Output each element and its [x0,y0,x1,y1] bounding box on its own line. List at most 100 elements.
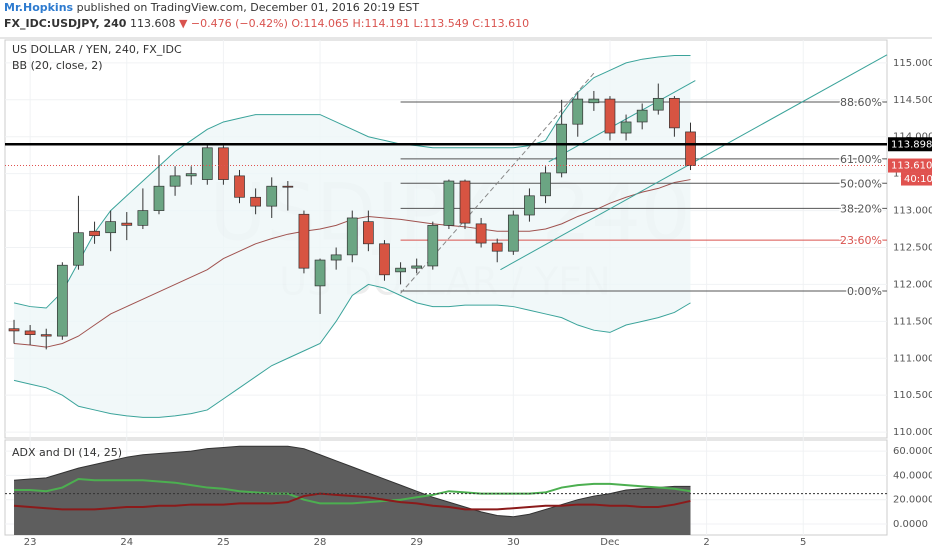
candle-body [379,243,390,276]
trendline [548,80,696,163]
candle-body [314,259,326,287]
candle-body [669,97,680,129]
candle-body [411,265,423,269]
candle-body [153,185,165,211]
candle-body [491,242,503,252]
candle-body [282,185,294,188]
y-tick-label: 114.000 [893,132,932,143]
candle-body [24,330,36,335]
candle-body [540,172,551,197]
y-tick-label: 60.0000 [893,446,932,457]
y-tick-label: 111.500 [893,316,932,327]
x-tick-label: 30 [507,537,520,548]
price-tag-label: 113.610 [891,161,932,172]
header: Mr.Hopkins published on TradingView.com,… [4,0,529,32]
candle-body [443,180,455,226]
fib-label: 88.60% [840,96,882,109]
symbol: FX_IDC:USDJPY, 240 [4,17,127,30]
x-tick-label: 24 [120,537,133,548]
candle-body [330,254,342,261]
candle-body [475,223,487,244]
candle-body [524,195,535,216]
y-tick-label: 111.000 [893,353,932,364]
published: published on TradingView.com, December 0… [76,1,420,14]
candle-body [636,109,648,123]
bb-lower [13,283,691,418]
candle-body [620,121,632,134]
indicator-title: BB (20, close, 2) [12,59,103,72]
x-tick-label: 29 [410,537,423,548]
y-tick-label: 0.0000 [893,519,928,530]
candle-body [363,221,374,245]
candle-body [8,328,20,332]
candle-body [556,123,567,174]
indicator-line [13,445,691,518]
fib-label: 0.00% [847,285,882,298]
candle-body [185,173,197,177]
change: ▼ −0.476 (−0.42%) [178,17,288,30]
x-tick-label: 25 [217,537,230,548]
x-tick-label: 23 [24,537,37,548]
candle-body [427,224,439,267]
price-tag [888,158,932,173]
candle-body [105,221,117,234]
main-frame [4,39,888,439]
ohlc: O:114.065 H:114.191 L:113.549 C:113.610 [291,17,530,30]
y-tick-label: 112.000 [893,279,932,290]
x-tick-label: 28 [314,537,327,548]
indicator-line [13,492,691,511]
fib-label: 61.00% [840,153,882,166]
x-tick-label: 5 [800,537,806,548]
candle-body [588,98,600,104]
x-tick-label: 2 [703,537,709,548]
candle-body [234,175,245,198]
candle-body [298,213,310,269]
fib-label: 23.60% [840,234,882,247]
indicator-title: ADX and DI (14, 25) [12,446,122,459]
author[interactable]: Mr.Hopkins [4,1,74,14]
fib-label: 38.20% [840,202,882,215]
candle-body [121,222,133,226]
candle-body [40,334,52,337]
candle-body [652,97,664,111]
countdown-tag [901,172,932,186]
candle-body [346,217,358,256]
indicator-line [14,478,691,505]
y-tick-label: 115.000 [893,58,932,69]
candle-body [137,210,149,226]
price-tag-label: 113.898 [891,139,932,150]
price-tag [888,137,932,152]
x-tick-label: Dec [600,537,619,548]
candle-body [250,196,261,207]
candle-body [73,232,84,266]
header-line: FX_IDC:USDJPY, 240 113.608 ▼ −0.476 (−0.… [4,16,529,32]
countdown-label: 40:10 [904,174,932,185]
candle-body [218,147,229,180]
chart-title: US DOLLAR / YEN, 240, FX_IDC [12,43,182,56]
candle-body [395,267,406,273]
candle-body [56,264,68,337]
y-tick-label: 110.000 [893,427,932,438]
header-line: Mr.Hopkins published on TradingView.com,… [4,0,529,16]
y-tick-label: 110.500 [893,390,932,401]
candle-body [169,175,181,187]
last: 113.608 [129,17,176,30]
fib-label: 50.00% [840,177,882,190]
candle-body [201,147,213,180]
candle-body [459,180,471,224]
adx-area [14,446,691,535]
candle-body [572,98,584,125]
candle-body [685,131,696,166]
bb-upper [13,55,691,309]
candle-body [604,98,616,134]
y-tick-label: 40.0000 [893,470,932,481]
y-tick-label: 114.500 [893,95,932,106]
candle-body [507,214,519,252]
y-tick-label: 113.000 [893,206,932,217]
y-tick-label: 112.500 [893,242,932,253]
y-tick-label: 20.0000 [893,495,932,506]
candle-body [266,185,278,207]
candle-body [89,230,100,237]
